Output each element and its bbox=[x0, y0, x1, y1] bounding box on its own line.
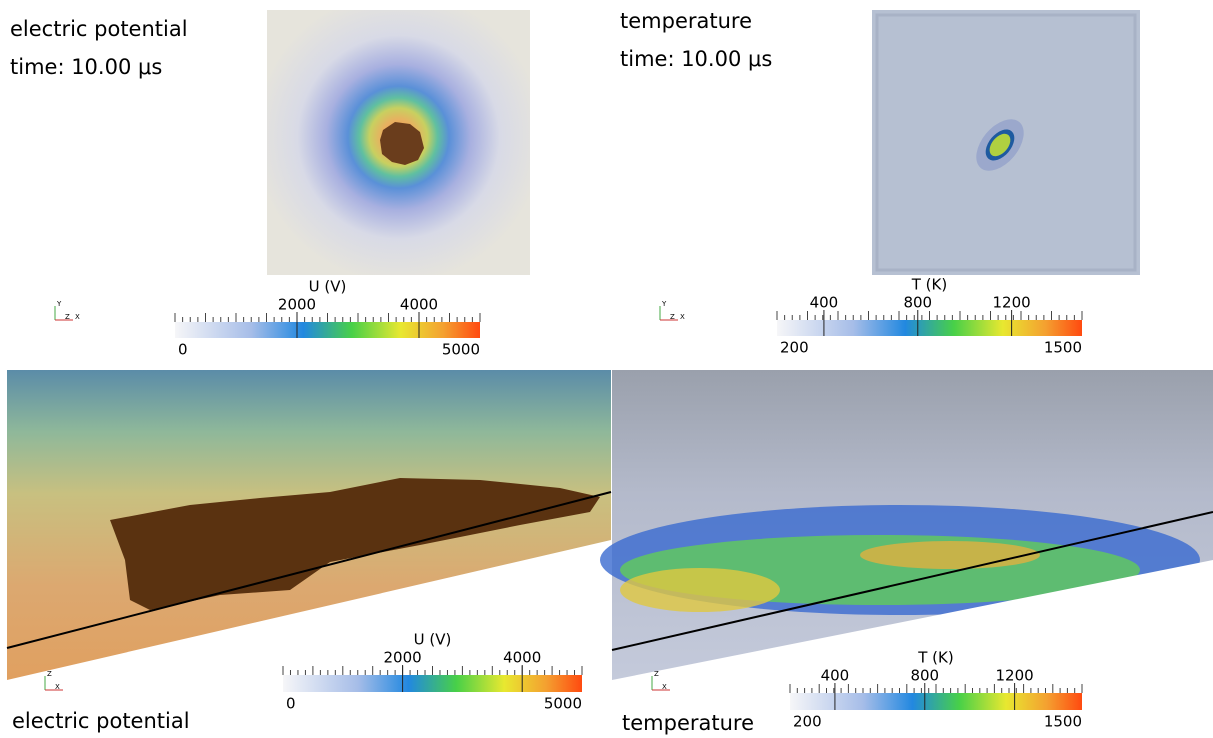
colorbar-title: U (V) bbox=[309, 278, 347, 296]
panel-title: electric potential bbox=[10, 17, 188, 41]
panel-title: temperature bbox=[620, 9, 752, 33]
colorbar-label: 1200 bbox=[996, 667, 1034, 685]
colorbar-label: 4000 bbox=[503, 649, 541, 667]
colorbar bbox=[175, 322, 480, 338]
axis-icon-label: Z bbox=[65, 313, 70, 321]
axis-icon-label: X bbox=[680, 313, 685, 321]
panel-title: electric potential bbox=[12, 709, 190, 733]
colorbar-min: 0 bbox=[178, 341, 188, 359]
colorbar-min: 200 bbox=[780, 339, 809, 357]
colorbar bbox=[283, 675, 582, 692]
band bbox=[620, 568, 780, 612]
colorbar-label: 2000 bbox=[384, 649, 422, 667]
colorbar-label: 1200 bbox=[993, 294, 1031, 312]
colorbar-max: 1500 bbox=[1044, 713, 1082, 731]
colorbar-label: 800 bbox=[910, 667, 939, 685]
axis-icon-label: X bbox=[55, 683, 60, 691]
colorbar-label: 400 bbox=[821, 667, 850, 685]
time-label: time: 10.00 μs bbox=[10, 55, 162, 79]
colorbar-label: 400 bbox=[810, 294, 839, 312]
colorbar-max: 5000 bbox=[442, 341, 480, 359]
colorbar-label: 4000 bbox=[400, 296, 438, 314]
axis-icon-label: X bbox=[75, 313, 80, 321]
axis-icon-label: Z bbox=[654, 670, 659, 678]
colorbar-label: 2000 bbox=[278, 296, 316, 314]
colorbar-label: 800 bbox=[903, 294, 932, 312]
colorbar-min: 200 bbox=[793, 713, 822, 731]
colorbar-title: T (K) bbox=[911, 276, 947, 294]
band bbox=[860, 541, 1040, 569]
axis-icon-label: X bbox=[662, 683, 667, 691]
time-label: time: 10.00 μs bbox=[620, 47, 772, 71]
colorbar-max: 5000 bbox=[544, 695, 582, 713]
colorbar-max: 1500 bbox=[1044, 339, 1082, 357]
colorbar bbox=[777, 320, 1082, 336]
colorbar-min: 0 bbox=[286, 695, 296, 713]
axis-icon-label: Z bbox=[670, 313, 675, 321]
axis-icon-label: Y bbox=[56, 300, 62, 308]
colorbar-title: T (K) bbox=[917, 649, 953, 667]
colorbar-title: U (V) bbox=[414, 631, 452, 649]
panel-title: temperature bbox=[622, 711, 754, 735]
axis-icon-label: Z bbox=[47, 670, 52, 678]
colorbar bbox=[790, 693, 1082, 710]
page: electric potentialtime: 10.00 μsYZXU (V)… bbox=[0, 0, 1213, 738]
axis-icon-label: Y bbox=[661, 300, 667, 308]
